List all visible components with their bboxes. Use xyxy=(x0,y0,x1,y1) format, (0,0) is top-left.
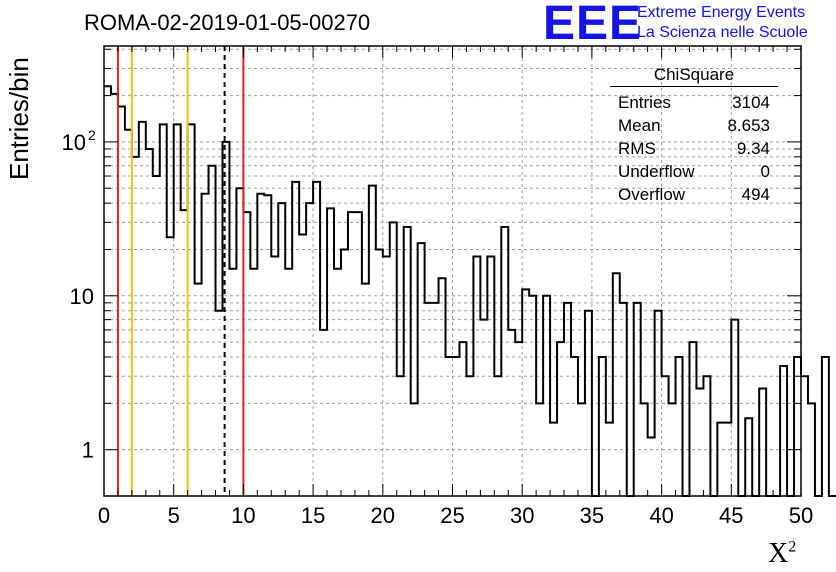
stats-label: Overflow xyxy=(618,185,686,204)
stats-value: 9.34 xyxy=(736,139,770,158)
stats-row: Overflow 494 xyxy=(610,183,778,206)
stats-row: Mean 8.653 xyxy=(610,114,778,137)
y-tick-label: 10 xyxy=(70,284,94,309)
y-tick-label: 10 xyxy=(62,130,86,155)
y-tick-label: 1 xyxy=(82,438,94,463)
x-tick-label: 45 xyxy=(719,503,743,528)
chart-title: ROMA-02-2019-01-05-00270 xyxy=(84,10,371,35)
x-tick-label: 0 xyxy=(98,503,110,528)
x-tick-label: 25 xyxy=(440,503,464,528)
x-tick-label: 10 xyxy=(231,503,255,528)
x-tick-label: 15 xyxy=(301,503,325,528)
eee-logo: EEE xyxy=(543,0,643,50)
reference-lines xyxy=(116,46,245,496)
stats-value: 3104 xyxy=(732,93,770,112)
stats-value: 0 xyxy=(760,162,770,181)
x-tick-label: 35 xyxy=(580,503,604,528)
stats-label: RMS xyxy=(618,139,656,158)
histogram-line xyxy=(104,85,836,497)
x-axis-label-text: X xyxy=(768,538,789,569)
y-axis-label: Entries/bin xyxy=(4,57,34,180)
x-tick-label: 50 xyxy=(789,503,813,528)
stats-row: Underflow 0 xyxy=(610,160,778,183)
stats-label: Mean xyxy=(618,116,661,135)
x-axis-label-superscript: 2 xyxy=(788,538,797,556)
x-tick-label: 20 xyxy=(371,503,395,528)
x-axis-label: X2 xyxy=(768,538,796,570)
logo-line-2: La Scienza nelle Scuole xyxy=(637,24,808,41)
stats-box: ChiSquare Entries 3104 Mean 8.653 RMS 9.34 Und… xyxy=(610,64,778,206)
stats-rows: Entries 3104 Mean 8.653 RMS 9.34 Underflow 0 Ove… xyxy=(610,91,778,206)
stats-value: 8.653 xyxy=(727,116,770,135)
stats-label: Entries xyxy=(618,93,671,112)
histogram-series xyxy=(104,85,836,497)
x-tick-label: 30 xyxy=(510,503,534,528)
y-tick-exponent: 2 xyxy=(88,127,96,143)
stats-title: ChiSquare xyxy=(610,64,778,87)
x-tick-label: 40 xyxy=(649,503,673,528)
stats-value: 494 xyxy=(741,185,770,204)
logo-line-1: Extreme Energy Events xyxy=(637,4,806,21)
x-tick-label: 5 xyxy=(168,503,180,528)
stats-label: Underflow xyxy=(618,162,695,181)
stats-row: RMS 9.34 xyxy=(610,137,778,160)
stats-row: Entries 3104 xyxy=(610,91,778,114)
